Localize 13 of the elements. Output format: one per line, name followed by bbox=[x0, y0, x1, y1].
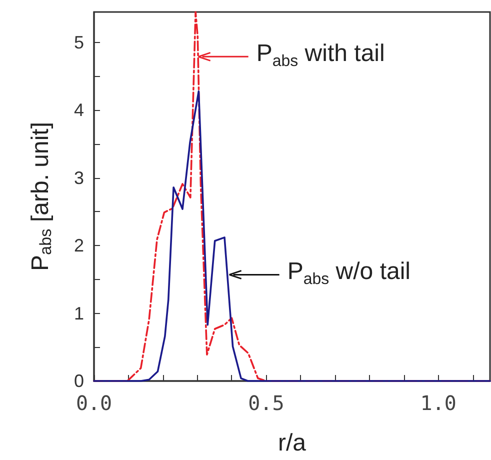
annotation: P$_{abs}$ with tail bbox=[256, 40, 385, 70]
y-axis-title: Pabs [arb. unit] bbox=[27, 122, 55, 272]
y-tick-label: 1 bbox=[74, 303, 84, 324]
y-tick-label: 5 bbox=[74, 32, 84, 52]
y-tick-label: 3 bbox=[74, 168, 84, 188]
x-axis-title: r/a bbox=[278, 430, 307, 456]
y-tick-label: 2 bbox=[74, 236, 84, 256]
annotation: P$_{abs}$ w/o tail bbox=[287, 258, 411, 288]
y-tick-label: 0 bbox=[74, 371, 84, 391]
x-tick-label: 1.0 bbox=[420, 391, 456, 415]
x-tick-label: 0.0 bbox=[76, 391, 112, 415]
y-tick-label: 4 bbox=[74, 100, 84, 120]
x-tick-label: 0.5 bbox=[248, 391, 284, 415]
